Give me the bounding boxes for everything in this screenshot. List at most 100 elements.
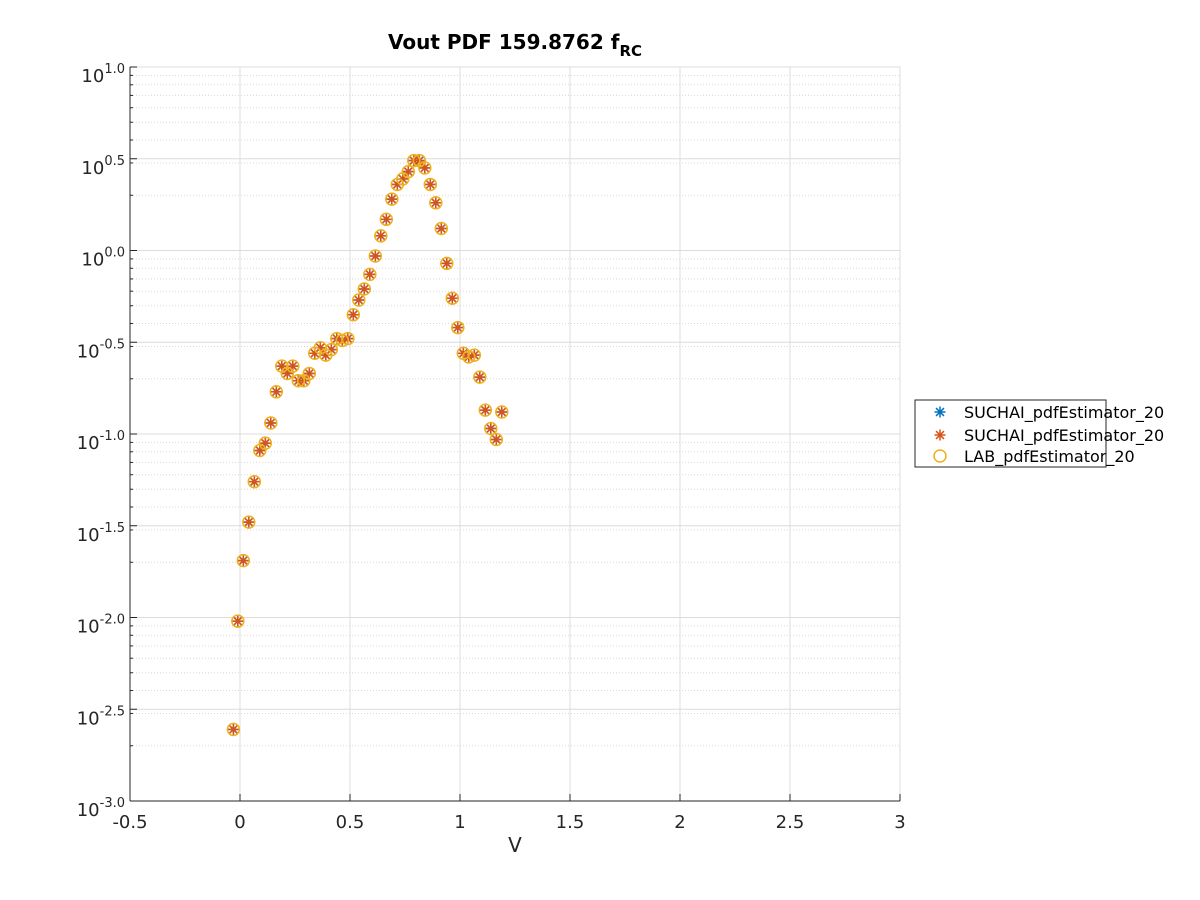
data-point-circle [423,177,438,192]
data-point-circle [357,282,372,296]
data-point-asterisk [375,230,387,242]
asterisk-stroke [935,407,945,417]
asterisk-stroke [431,198,441,208]
data-point-circle [352,293,366,307]
data-point-asterisk [452,322,464,334]
asterisk-stroke [277,361,287,371]
asterisk-stroke [480,405,490,415]
legend-items: SUCHAI_pdfEstimator_20 SUCHAI_pdfEstimato… [933,403,1164,467]
data-point-asterisk [446,292,458,304]
data-point-asterisk [227,723,239,735]
data-point-circle [451,320,465,335]
data-point-circle [418,161,432,175]
data-point-circle [341,331,355,346]
data-point-asterisk [380,213,392,225]
asterisk-stroke [425,179,435,189]
data-point-asterisk [369,250,381,262]
asterisk-stroke [348,310,358,320]
asterisk-stroke [359,284,369,294]
asterisk-stroke [475,372,485,382]
data-point-asterisk [347,309,359,321]
x-tick-label: 1.5 [556,812,585,833]
data-point-circle [269,385,284,399]
data-point-circle [407,153,421,168]
x-tick-label: -0.5 [112,812,147,833]
data-point-asterisk [232,615,244,627]
data-point-circle [264,416,278,430]
y-tick-label-base: 10 [77,617,100,638]
data-point-asterisk [424,178,436,190]
legend-label: SUCHAI_pdfEstimator_20 [964,403,1164,423]
chart-title: Vout PDF 159.8762 fRC [388,30,642,60]
data-point-circle [445,291,460,305]
tick-labels: -0.5 0 0.5 1 1.5 2 2.5 3101.0100.5100.010-0.510… [77,62,906,833]
y-tick-label-base: 10 [77,433,100,454]
asterisk-stroke [249,477,259,487]
data-point-circle [467,348,482,362]
y-tick-label-base: 10 [77,525,100,546]
x-tick-label: 1 [454,812,465,833]
x-axis-label: V [508,833,522,857]
y-tick-label: 101.0 [81,62,125,87]
data-point-circle [286,359,300,373]
data-point-asterisk [265,417,277,429]
data-point-circle [401,164,416,179]
data-point-circle [324,342,339,357]
data-point-circle [440,256,454,271]
y-tick-label-base: 10 [77,708,100,729]
data-point-asterisk [237,555,249,567]
data-point-asterisk [353,294,365,306]
data-point-asterisk [386,193,398,205]
data-point-asterisk [490,434,502,446]
legend-marker-asterisk [934,429,946,441]
data-point-asterisk [441,257,453,269]
data-point-circle [258,436,273,450]
y-tick-label-exponent: -2.5 [100,704,125,719]
y-tick-label-exponent: -3.0 [100,796,125,811]
asterisk-stroke [233,616,243,626]
y-tick-label-base: 10 [77,341,100,362]
data-point-circle [226,722,241,737]
y-tick-label-exponent: 0.5 [104,154,125,169]
data-point-asterisk [479,404,491,416]
y-tick-label: 10-2.0 [77,613,125,638]
data-point-circle [330,331,344,346]
data-point-circle [462,350,476,364]
data-point-circle [374,229,388,243]
y-tick-label: 10-1.5 [77,521,125,546]
data-point-circle [363,267,377,282]
y-tick-label-exponent: -2.0 [100,613,125,628]
data-point-circle [489,432,504,447]
y-tick-label: 100.0 [81,246,125,271]
data-point-asterisk [243,516,255,528]
legend-marker-asterisk [934,406,946,418]
data-point-asterisk [474,371,486,383]
y-tick-label-exponent: 0.0 [104,246,125,261]
asterisk-stroke [315,343,325,353]
x-tick-label: 3 [894,812,905,833]
y-tick-label-base: 10 [81,158,104,179]
data-point-circle [368,249,383,263]
legend-label: LAB_pdfEstimator_20 [964,447,1135,467]
data-point-asterisk [496,406,508,418]
data-point-circle [302,366,317,381]
data-point-circle [429,196,443,210]
asterisk-stroke [447,293,457,303]
y-tick-label: 100.5 [81,154,125,179]
y-tick-label: 10-3.0 [77,796,125,821]
x-tick-label: 2 [674,812,685,833]
asterisk-stroke [244,517,254,527]
asterisk-stroke [420,163,430,173]
asterisk-stroke [271,387,281,397]
axes-frame [129,66,901,802]
legend[interactable]: SUCHAI_pdfEstimator_20 SUCHAI_pdfEstimato… [914,399,1164,468]
grid-layer [129,66,901,802]
data-point-circle [385,192,399,206]
asterisk-stroke [486,424,496,433]
x-tick-label: 2.5 [776,812,805,833]
data-point-asterisk [364,268,376,280]
chart-title-subscript: RC [619,42,642,60]
data-point-circle [335,333,350,348]
y-tick-label-exponent: -0.5 [100,337,125,352]
